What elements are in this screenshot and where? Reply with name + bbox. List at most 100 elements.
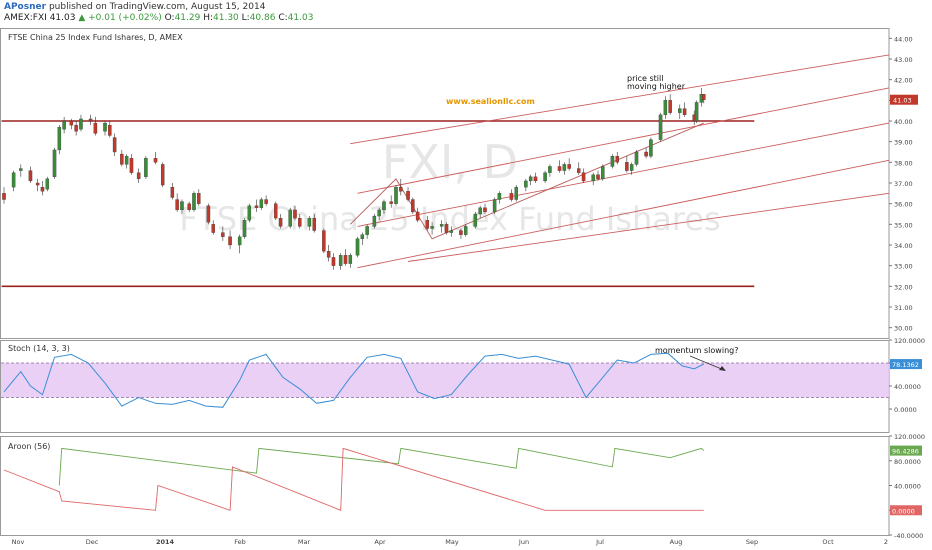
candle (35, 178, 40, 192)
candle (338, 253, 343, 270)
candle-body (365, 226, 369, 235)
aroon-up-label: 96.4286 (892, 448, 919, 456)
x-tick-label: Apr (374, 538, 386, 546)
x-tick-label: Jul (595, 538, 604, 546)
channel-line[interactable] (357, 87, 890, 194)
candle (175, 193, 179, 212)
candle (548, 164, 552, 177)
candle-body (108, 124, 112, 136)
candle-body (382, 201, 386, 211)
candle (663, 96, 668, 119)
candle (242, 218, 247, 239)
candle (274, 201, 278, 221)
candle (2, 187, 6, 204)
website-annotation: www.sealionllc.com (446, 97, 535, 106)
candle (591, 172, 595, 186)
candle (264, 195, 268, 206)
candle (211, 220, 215, 235)
momentum-arrowhead (719, 366, 726, 371)
candle-body (399, 186, 403, 192)
candle (649, 137, 653, 159)
candle (610, 154, 615, 169)
symbol-label[interactable]: AMEX:FXI (4, 13, 47, 23)
candle-body (514, 186, 518, 200)
candle (331, 253, 336, 270)
candle-body (88, 118, 93, 122)
candle (509, 189, 514, 202)
candle-body (348, 255, 353, 264)
header: APosner published on TradingView.com, Au… (0, 0, 932, 26)
x-tick-label: Feb (234, 538, 246, 546)
change-value: ▲ +0.01 (+0.02%) (78, 13, 162, 23)
candle (463, 224, 468, 237)
candle-body (62, 120, 66, 130)
candle (326, 245, 331, 262)
candle-body (136, 172, 141, 180)
x-tick-label: 2 (884, 538, 888, 546)
candle-body (221, 232, 225, 237)
candle-body (394, 186, 398, 204)
candle-body (415, 211, 420, 221)
candle-body (144, 158, 148, 177)
y-tick-label: 39.00 (894, 139, 913, 147)
x-tick-label: May (445, 538, 459, 546)
candle (524, 178, 528, 192)
candle (129, 154, 134, 175)
candle (278, 214, 283, 229)
candle (307, 216, 312, 231)
y-tick-label: 44.00 (894, 35, 913, 43)
channel-line[interactable] (357, 122, 890, 227)
candle (79, 114, 83, 132)
aroon-tick-label: 120.0000 (894, 433, 925, 441)
candle-body (45, 178, 50, 190)
candle-body (2, 193, 6, 200)
candle-body (160, 164, 165, 186)
y-tick-label: 30.00 (894, 325, 913, 333)
candle-body (338, 255, 343, 266)
candle-body (577, 168, 581, 173)
last-price: 41.03 (49, 13, 76, 23)
candle (343, 249, 348, 266)
candle (528, 174, 533, 186)
y-tick-label: 34.00 (894, 242, 913, 250)
candle (439, 220, 444, 233)
high-value: 41.30 (213, 13, 239, 23)
candle-body (247, 205, 252, 221)
candle (153, 152, 158, 165)
channel-line[interactable] (357, 159, 890, 269)
candle (180, 199, 184, 214)
candle (492, 197, 497, 214)
candle-body (644, 151, 648, 157)
candle (478, 205, 482, 219)
candle-body (35, 182, 40, 186)
candle-body (459, 230, 463, 235)
last-price-box (890, 94, 918, 105)
candle (601, 164, 605, 181)
candle (322, 228, 326, 254)
candle-body (610, 155, 615, 167)
channel-line[interactable] (407, 192, 890, 262)
candle-body (298, 217, 302, 227)
candle-body (430, 226, 434, 229)
candle (425, 216, 430, 231)
candle (108, 121, 112, 138)
candle-body (591, 174, 595, 182)
y-tick-label: 32.00 (894, 283, 913, 291)
candle-body (449, 230, 454, 233)
author-link[interactable]: APosner (4, 2, 47, 12)
candle (124, 154, 129, 169)
candle-body (322, 230, 326, 252)
candle-body (528, 176, 533, 182)
candle (237, 234, 242, 254)
candle-body (682, 108, 687, 115)
candle-body (649, 139, 653, 157)
candle (399, 178, 403, 196)
channel-line[interactable] (350, 54, 890, 145)
candle-body (377, 209, 381, 217)
candle (160, 162, 165, 188)
candle (298, 214, 302, 229)
x-tick-label: Oct (822, 538, 834, 546)
candle-body (197, 193, 201, 204)
candle-body (79, 118, 83, 130)
